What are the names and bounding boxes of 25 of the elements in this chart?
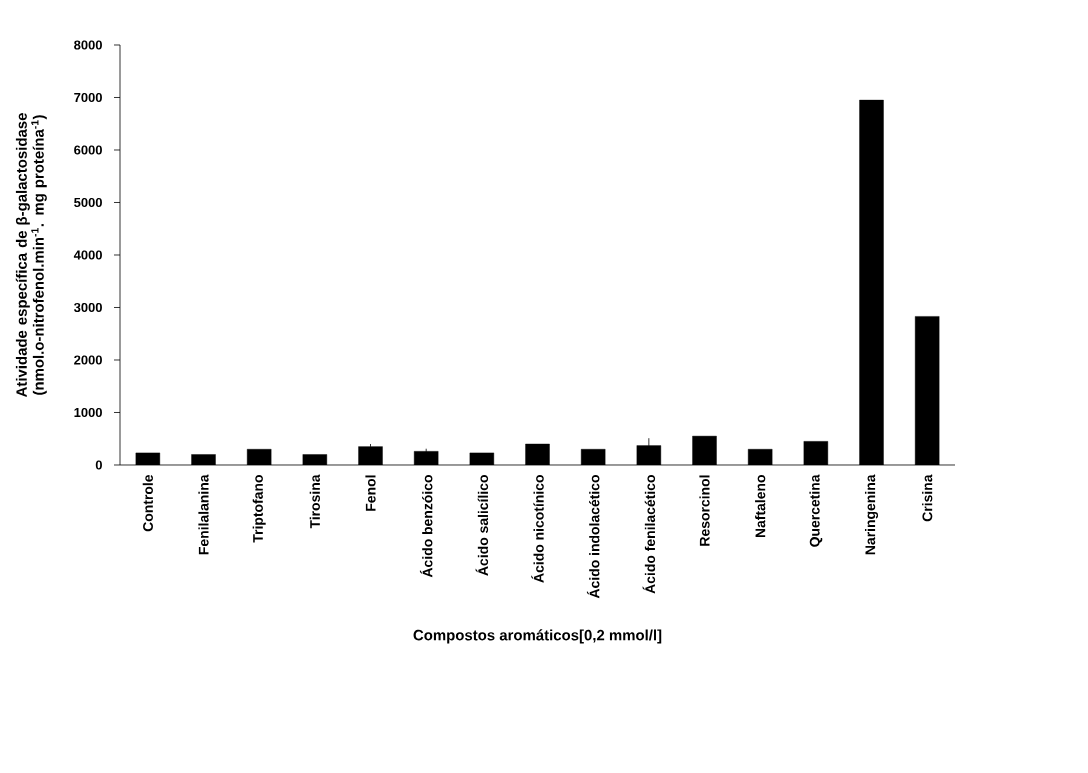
x-tick-label: Ácido indolacético bbox=[586, 475, 600, 599]
x-tick-label: Quercetina bbox=[809, 474, 823, 547]
x-tick-label: Ácido fenilacético bbox=[642, 475, 656, 594]
x-tick-label: Naringenina bbox=[864, 474, 879, 555]
y-tick-label: 0 bbox=[95, 460, 102, 470]
x-tick-label: Fenilalanina bbox=[198, 474, 209, 555]
x-axis-title: Compostos aromáticos[0,2 mmol/l] bbox=[413, 629, 662, 644]
x-tick-label: Fenol bbox=[365, 475, 376, 511]
x-tick-label: Crisina bbox=[922, 474, 933, 522]
y-tick-label: 2000 bbox=[74, 355, 102, 365]
x-tick-label: Naftaleno bbox=[755, 475, 766, 538]
x-tick-label: Controle bbox=[142, 474, 153, 532]
y-tick-label: 6000 bbox=[74, 145, 102, 155]
y-tick-label: 8000 bbox=[74, 40, 102, 50]
y-tick-label: 1000 bbox=[74, 407, 102, 418]
y-tick-label: 5000 bbox=[74, 197, 102, 208]
x-tick-label: Triptofano bbox=[252, 475, 266, 543]
x-tick-label: Resorcinol bbox=[699, 475, 710, 546]
x-tick-label: Ácido benzóico bbox=[419, 475, 433, 578]
y-tick-label: 3000 bbox=[73, 302, 102, 313]
y-tick-label: 4000 bbox=[73, 250, 102, 260]
y-tick-label: 7000 bbox=[74, 92, 102, 103]
x-tick-label: Ácido salicílico bbox=[475, 475, 489, 576]
x-tick-label: Tirosina bbox=[309, 474, 320, 529]
x-tick-label: Ácido nicotínico bbox=[531, 475, 544, 583]
